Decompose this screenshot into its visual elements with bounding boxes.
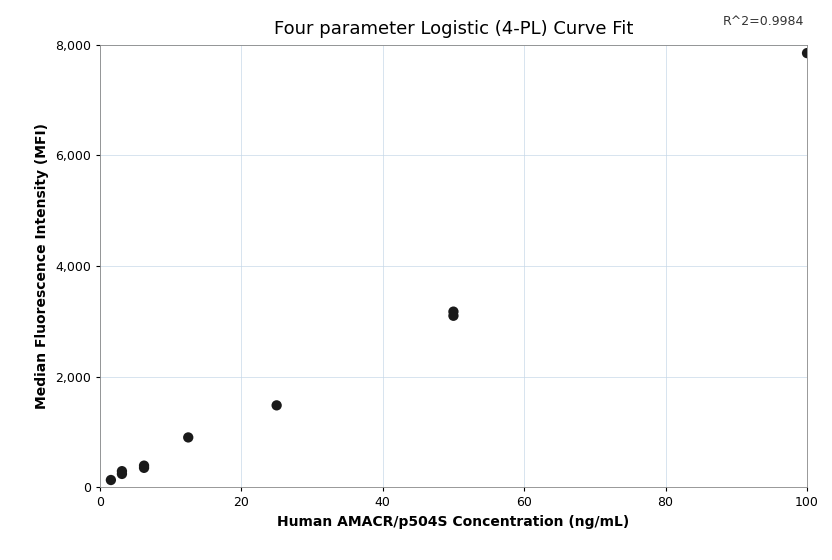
Title: Four parameter Logistic (4-PL) Curve Fit: Four parameter Logistic (4-PL) Curve Fit (274, 20, 633, 38)
Point (270, 401, 283, 410)
Point (181, 433, 195, 442)
Y-axis label: Median Fluorescence Intensity (MFI): Median Fluorescence Intensity (MFI) (35, 123, 49, 409)
Point (447, 307, 460, 316)
Point (116, 469, 129, 478)
Point (447, 311, 460, 320)
X-axis label: Human AMACR/p504S Concentration (ng/mL): Human AMACR/p504S Concentration (ng/mL) (277, 515, 630, 529)
Point (137, 461, 151, 470)
Point (116, 466, 129, 475)
Point (104, 475, 117, 484)
Point (137, 463, 151, 472)
Point (800, 49, 814, 58)
Text: R^2=0.9984: R^2=0.9984 (723, 15, 805, 28)
